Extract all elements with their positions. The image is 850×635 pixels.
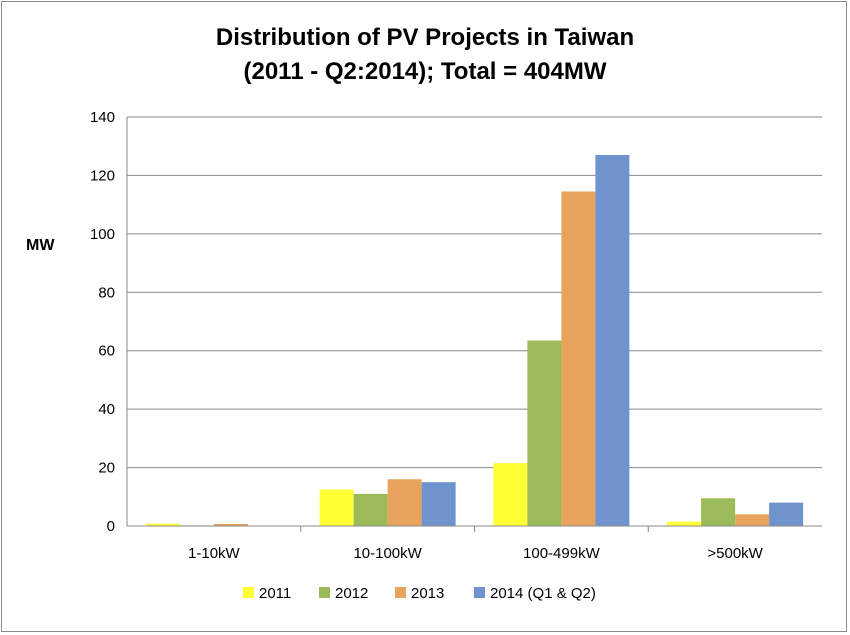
bar xyxy=(421,482,456,526)
y-tick-label: 60 xyxy=(98,343,115,360)
legend-label: 2014 (Q1 & Q2) xyxy=(490,585,596,602)
y-tick-label: 80 xyxy=(98,284,115,301)
bar xyxy=(145,523,180,526)
bar xyxy=(493,463,528,526)
legend-label: 2013 xyxy=(411,585,444,602)
x-tick-label: 100-499kW xyxy=(523,545,601,562)
bar xyxy=(527,340,562,526)
x-tick-label: >500kW xyxy=(707,545,763,562)
bar xyxy=(595,154,630,526)
bar xyxy=(769,502,804,526)
x-tick-labels: 1-10kW 10-100kW 100-499kW >500kW xyxy=(188,545,764,562)
y-tick-label: 120 xyxy=(90,167,115,184)
legend-swatch xyxy=(243,587,254,598)
chart-subtitle: (2011 - Q2:2014); Total = 404MW xyxy=(243,58,607,85)
bar xyxy=(667,521,702,526)
y-tick-label: 0 xyxy=(107,518,115,535)
bar xyxy=(735,514,770,526)
y-tick-label: 40 xyxy=(98,401,115,418)
y-tick-label: 100 xyxy=(90,226,115,243)
y-tick-label: 20 xyxy=(98,460,115,477)
bar xyxy=(319,489,354,526)
y-tick-labels: 0 20 40 60 80 100 120 140 xyxy=(90,109,115,535)
legend-swatch xyxy=(319,587,330,598)
legend-swatch xyxy=(395,587,406,598)
y-tick-label: 140 xyxy=(90,109,115,126)
gridlines xyxy=(127,116,822,469)
y-axis-label: MW xyxy=(26,237,55,254)
legend-swatch xyxy=(474,587,485,598)
bar xyxy=(387,479,422,526)
bar xyxy=(561,191,596,526)
x-tick-label: 10-100kW xyxy=(353,545,422,562)
bar xyxy=(353,493,388,526)
axes xyxy=(126,117,822,532)
legend-label: 2012 xyxy=(335,585,368,602)
bars xyxy=(145,154,804,526)
bar xyxy=(213,523,248,526)
x-tick-label: 1-10kW xyxy=(188,545,241,562)
chart-title: Distribution of PV Projects in Taiwan xyxy=(215,24,635,51)
legend: 2011 2012 2013 2014 (Q1 & Q2) xyxy=(243,585,596,602)
legend-label: 2011 xyxy=(259,585,291,602)
bar xyxy=(701,498,736,526)
